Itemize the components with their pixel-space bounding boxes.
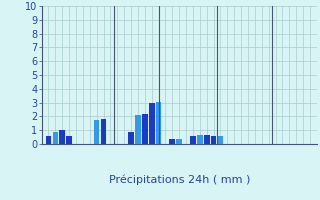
Text: Précipitations 24h ( mm ): Précipitations 24h ( mm ) [108, 174, 250, 185]
Bar [94, 120, 100, 144]
Bar [101, 119, 106, 144]
Bar [128, 132, 134, 144]
Bar [46, 136, 51, 144]
Bar [52, 132, 58, 144]
Bar [60, 130, 65, 144]
Bar [170, 139, 175, 144]
Bar [204, 135, 210, 144]
Bar [142, 114, 148, 144]
Bar [66, 136, 72, 144]
Bar [135, 115, 141, 144]
Bar [176, 139, 182, 144]
Bar [197, 135, 203, 144]
Bar [218, 136, 223, 144]
Bar [156, 102, 161, 144]
Bar [190, 136, 196, 144]
Bar [211, 136, 216, 144]
Bar [149, 103, 155, 144]
